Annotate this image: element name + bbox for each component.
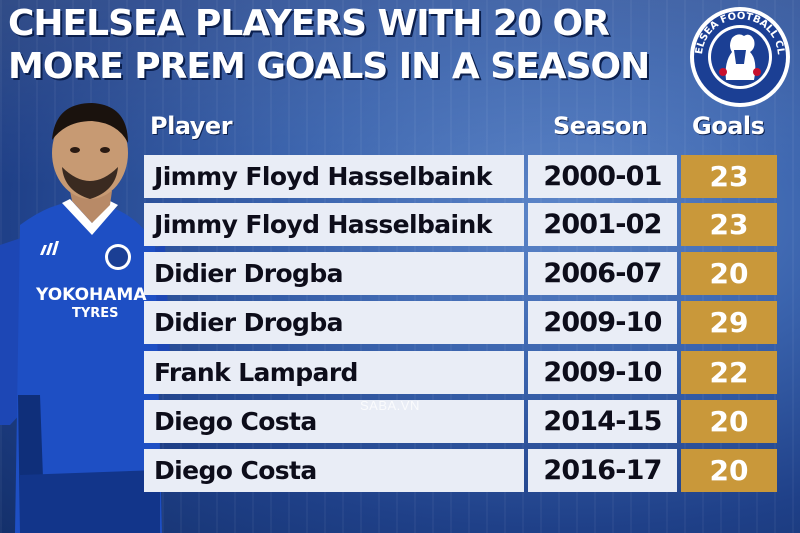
title-line-1: CHELSEA PLAYERS WITH 20 OR	[8, 3, 610, 44]
player-name: Jimmy Floyd Hasselbaink	[144, 155, 524, 198]
table-row: Jimmy Floyd Hasselbaink 2001-02 23	[0, 203, 800, 248]
goals-value: 20	[681, 449, 777, 492]
title-line-2: MORE PREM GOALS IN A SEASON	[8, 46, 650, 87]
header-goals: Goals	[692, 112, 765, 140]
shirt-sponsor: YOKOHAMA	[35, 285, 147, 305]
goals-value: 23	[681, 203, 777, 246]
watermark: SABA.VN	[360, 398, 420, 413]
header-season: Season	[553, 112, 648, 140]
table-row: Frank Lampard 2009-10 22	[0, 351, 800, 396]
season-value: 2000-01	[528, 155, 677, 198]
table-row: Didier Drogba 2009-10 29	[0, 301, 800, 346]
season-value: 2009-10	[528, 351, 677, 394]
season-value: 2016-17	[528, 449, 677, 492]
season-value: 2006-07	[528, 252, 677, 295]
player-name: Didier Drogba	[144, 252, 524, 295]
player-name: Frank Lampard	[144, 351, 524, 394]
player-name: Didier Drogba	[144, 301, 524, 344]
player-name: Jimmy Floyd Hasselbaink	[144, 203, 524, 246]
goals-value: 22	[681, 351, 777, 394]
goals-value: 20	[681, 400, 777, 443]
season-value: 2009-10	[528, 301, 677, 344]
player-photo: YOKOHAMA TYRES	[0, 103, 170, 533]
season-value: 2001-02	[528, 203, 677, 246]
goals-value: 29	[681, 301, 777, 344]
table-row: Jimmy Floyd Hasselbaink 2000-01 23	[0, 155, 800, 200]
shirt-sponsor-sub: TYRES	[72, 306, 119, 321]
chelsea-crest-icon: CHELSEA FOOTBALL CLUB	[688, 2, 790, 107]
page-title: CHELSEA PLAYERS WITH 20 OR MORE PREM GOA…	[8, 2, 650, 88]
header-player: Player	[150, 112, 233, 140]
table-row: Didier Drogba 2006-07 20	[0, 252, 800, 297]
goals-value: 20	[681, 252, 777, 295]
season-value: 2014-15	[528, 400, 677, 443]
player-name: Diego Costa	[144, 449, 524, 492]
player-name: Diego Costa	[144, 400, 524, 443]
table-row: Diego Costa 2014-15 20	[0, 400, 800, 445]
goals-value: 23	[681, 155, 777, 198]
table-row: Diego Costa 2016-17 20	[0, 449, 800, 494]
